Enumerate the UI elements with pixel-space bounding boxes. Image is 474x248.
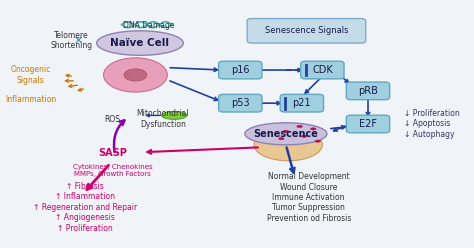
Text: p21: p21 xyxy=(292,98,311,108)
Text: p16: p16 xyxy=(231,65,249,75)
Text: Inflammation: Inflammation xyxy=(5,95,56,104)
FancyBboxPatch shape xyxy=(280,94,324,112)
Ellipse shape xyxy=(162,112,187,119)
Text: E2F: E2F xyxy=(359,119,377,129)
Ellipse shape xyxy=(315,140,320,142)
Text: pRB: pRB xyxy=(358,86,378,96)
Ellipse shape xyxy=(301,135,307,137)
Text: Mitochondrial
Dysfunction: Mitochondrial Dysfunction xyxy=(137,109,189,129)
Text: Naïve Cell: Naïve Cell xyxy=(110,38,170,48)
Ellipse shape xyxy=(279,138,284,140)
FancyBboxPatch shape xyxy=(219,61,262,79)
Ellipse shape xyxy=(310,128,316,130)
Text: SASP: SASP xyxy=(98,148,127,158)
Ellipse shape xyxy=(283,130,289,132)
Ellipse shape xyxy=(103,58,167,92)
Text: ROS: ROS xyxy=(105,115,121,124)
Text: ✕: ✕ xyxy=(74,36,83,46)
Text: ↑ Fibrosis
↑ Inflammation
↑ Regeneration and Repair
↑ Angiogenesis
↑ Proliferati: ↑ Fibrosis ↑ Inflammation ↑ Regeneration… xyxy=(33,182,137,233)
Text: Cytokines, Chenokines
MMPs, Growth Factors: Cytokines, Chenokines MMPs, Growth Facto… xyxy=(73,164,153,177)
Ellipse shape xyxy=(97,31,183,55)
FancyBboxPatch shape xyxy=(346,115,390,133)
Text: Telomere
Shortening: Telomere Shortening xyxy=(51,31,92,50)
Text: DNA Damage: DNA Damage xyxy=(123,21,175,31)
FancyBboxPatch shape xyxy=(219,94,262,112)
FancyBboxPatch shape xyxy=(247,19,366,43)
Text: p53: p53 xyxy=(231,98,250,108)
Ellipse shape xyxy=(245,123,327,145)
Text: ↓ Proliferation
↓ Apoptosis
↓ Autophagy: ↓ Proliferation ↓ Apoptosis ↓ Autophagy xyxy=(404,109,460,139)
Ellipse shape xyxy=(297,125,302,127)
Text: Normal Development
Wound Closure
Immune Activation
Tumor Suppression
Prevention : Normal Development Wound Closure Immune … xyxy=(266,172,351,223)
Ellipse shape xyxy=(124,69,147,81)
Ellipse shape xyxy=(254,129,322,161)
Text: Senescence Signals: Senescence Signals xyxy=(264,26,348,35)
Text: Oncogenic
Signals: Oncogenic Signals xyxy=(10,65,51,85)
Text: CDK: CDK xyxy=(312,65,333,75)
FancyBboxPatch shape xyxy=(301,61,344,79)
FancyBboxPatch shape xyxy=(346,82,390,100)
Text: Senescence: Senescence xyxy=(254,129,319,139)
